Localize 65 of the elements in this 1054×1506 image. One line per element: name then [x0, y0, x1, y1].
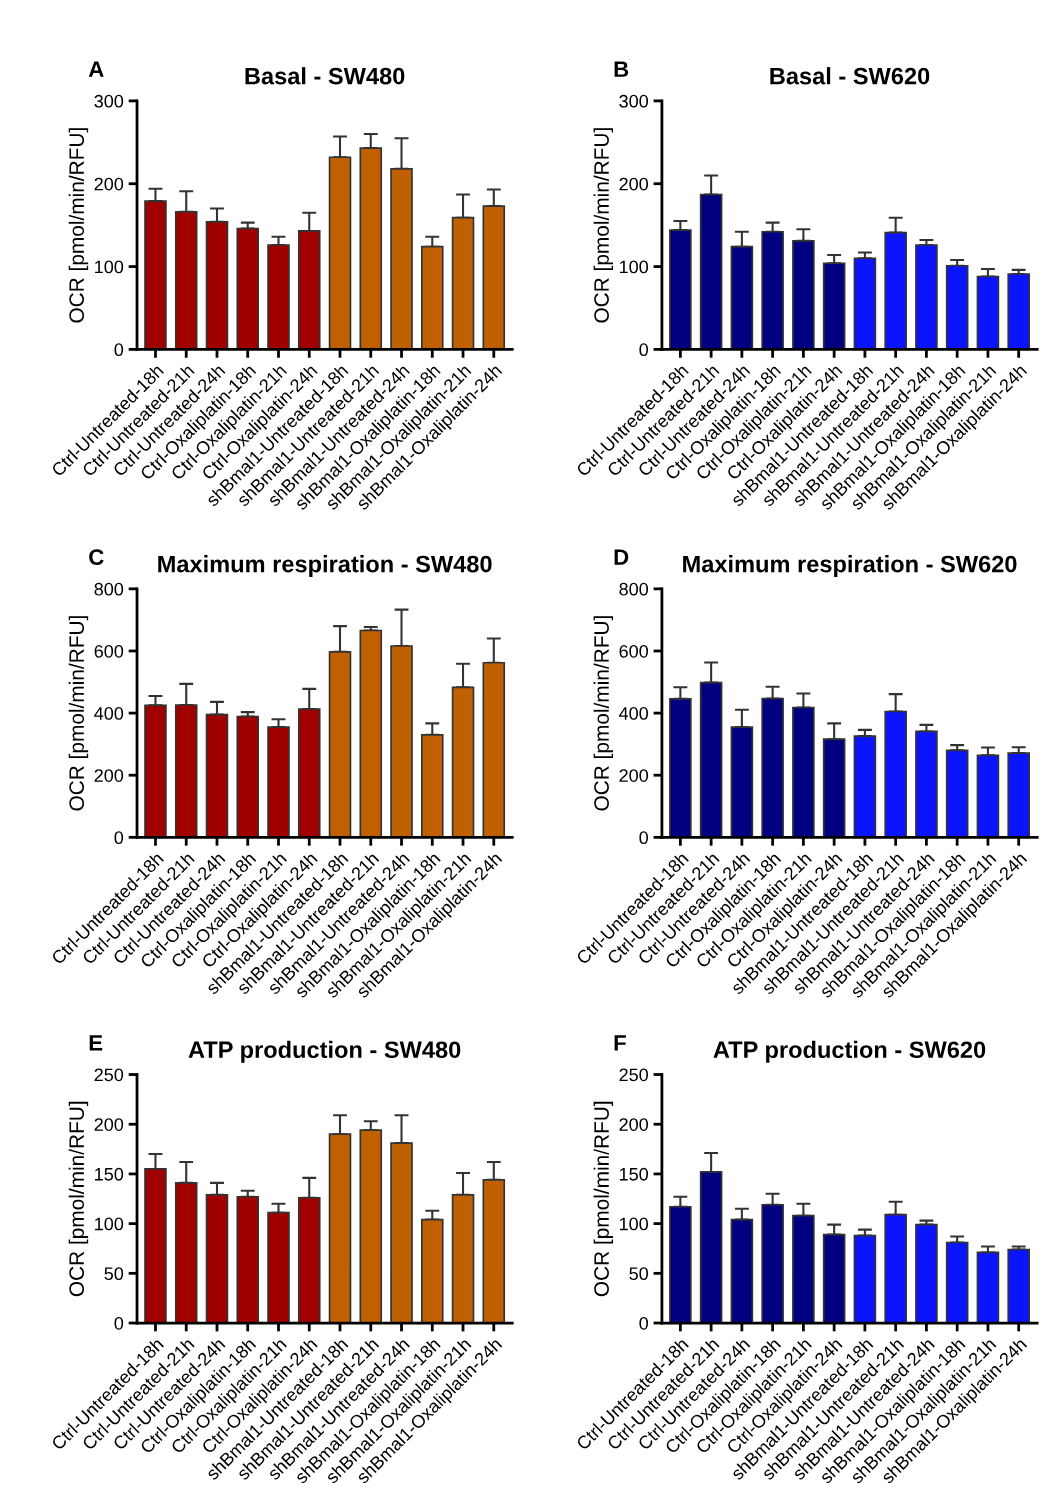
- y-tick-label: 200: [94, 177, 124, 191]
- bar: [915, 244, 938, 350]
- y-tick-label: 150: [619, 1167, 649, 1181]
- bar: [1007, 273, 1030, 350]
- text: E: [89, 1035, 103, 1051]
- y-tick-label: 300: [94, 94, 124, 108]
- bar: [236, 715, 260, 838]
- y-tick-label: 0: [639, 343, 649, 357]
- y-tick-label: 300: [619, 94, 649, 108]
- bar: [853, 257, 877, 350]
- bar: [236, 1195, 260, 1324]
- text: F: [614, 1035, 626, 1051]
- bar: [359, 629, 383, 838]
- y-tick-label: 0: [114, 831, 124, 845]
- y-tick-label: 50: [629, 1267, 649, 1281]
- y-tick-label: 600: [94, 644, 124, 658]
- bar: [915, 1223, 938, 1324]
- y-tick-label: 100: [619, 1217, 649, 1231]
- y-tick-label: 800: [619, 582, 649, 596]
- y-axis-title: OCR [pmol/min/RFU]: [593, 1101, 614, 1297]
- chart-title: Basal - SW620: [770, 67, 930, 85]
- y-tick-label: 0: [639, 831, 649, 845]
- y-tick-label: 100: [95, 260, 124, 274]
- bar: [945, 264, 969, 350]
- bar: [915, 730, 938, 838]
- y-tick-label: 400: [94, 707, 124, 720]
- y-tick-label: 50: [104, 1267, 124, 1281]
- y-axis-title: OCR [pmol/min/RFU]: [68, 616, 89, 811]
- y-tick-label: 150: [95, 1167, 124, 1181]
- bar: [976, 1251, 1000, 1324]
- y-axis-title: OCR [pmol/min/RFU]: [68, 128, 89, 323]
- bar: [853, 1234, 877, 1324]
- y-tick-label: 400: [619, 707, 649, 720]
- text: A: [88, 61, 104, 77]
- y-axis-title: OCR [pmol/min/RFU]: [68, 1101, 89, 1297]
- bar: [236, 227, 260, 350]
- chart-title: Basal - SW480: [245, 67, 405, 85]
- y-tick-label: 0: [114, 1316, 124, 1330]
- chart-title: Maximum respiration - SW480: [158, 555, 492, 578]
- chart-title: Maximum respiration - SW620: [683, 555, 1017, 578]
- y-tick-label: 600: [619, 644, 649, 658]
- text: B: [614, 61, 629, 77]
- text: C: [89, 549, 104, 565]
- y-tick-label: 250: [94, 1068, 124, 1082]
- y-axis-title: OCR [pmol/min/RFU]: [593, 616, 614, 811]
- chart-title: ATP production - SW480: [188, 1040, 461, 1063]
- y-tick-label: 250: [619, 1068, 649, 1082]
- bar: [1007, 752, 1030, 838]
- y-tick-label: 200: [619, 177, 649, 191]
- y-tick-label: 200: [94, 769, 124, 782]
- y-tick-label: 100: [619, 260, 649, 274]
- y-tick-label: 100: [95, 1217, 124, 1231]
- y-tick-label: 200: [619, 769, 649, 782]
- y-tick-label: 0: [639, 1316, 649, 1330]
- bar: [945, 1241, 969, 1324]
- y-tick-label: 200: [619, 1118, 649, 1131]
- y-tick-label: 200: [94, 1118, 124, 1131]
- y-axis-title: OCR [pmol/min/RFU]: [593, 128, 614, 323]
- y-tick-label: 0: [114, 343, 124, 357]
- y-tick-label: 800: [94, 582, 124, 596]
- bar: [945, 749, 969, 838]
- chart-title: ATP production - SW620: [713, 1040, 986, 1063]
- bar: [853, 735, 877, 838]
- bar: [1007, 1248, 1030, 1324]
- text: D: [614, 549, 629, 565]
